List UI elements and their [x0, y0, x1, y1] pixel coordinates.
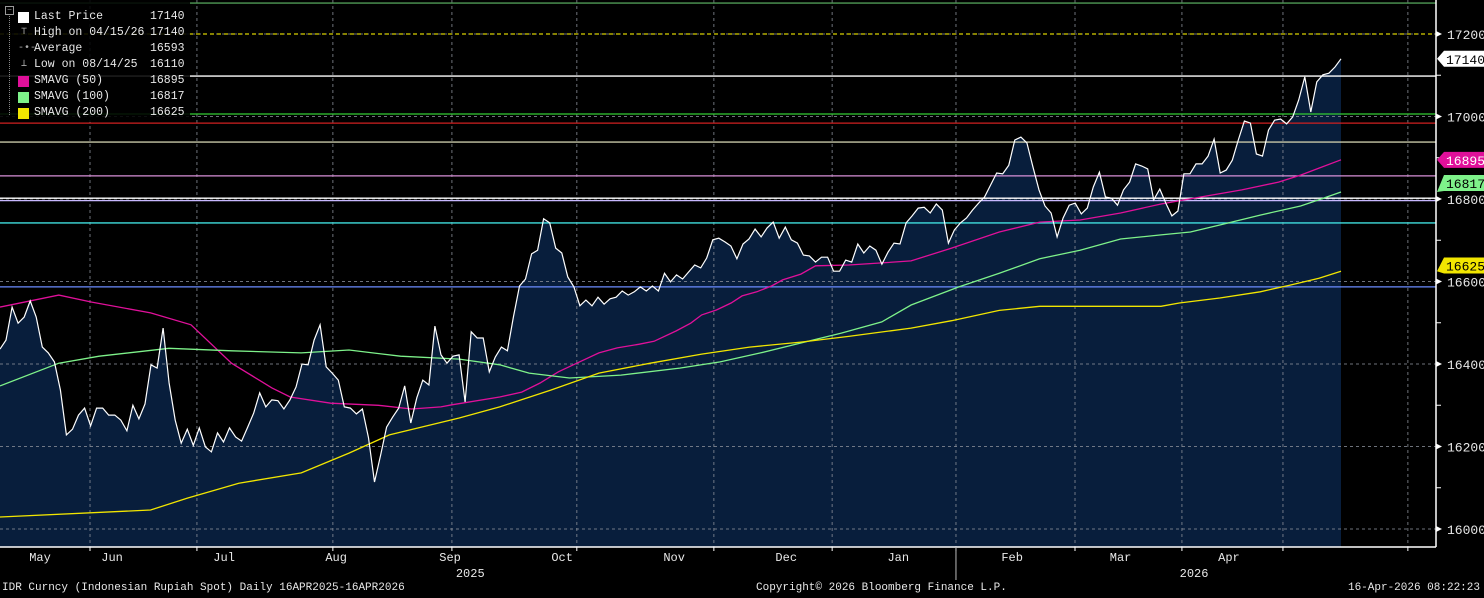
- legend-label: SMAVG (50): [34, 74, 104, 87]
- x-month-label: Aug: [325, 551, 347, 565]
- axis-value-tag-label: 16625: [1446, 260, 1484, 275]
- legend-item-smavg-100[interactable]: SMAVG (100) 16817: [0, 89, 190, 105]
- last-price-line: [0, 58, 1342, 483]
- x-month-label: Jan: [887, 551, 909, 565]
- legend-item-smavg-50[interactable]: SMAVG (50) 16895: [0, 73, 190, 89]
- collapse-icon[interactable]: −: [5, 6, 14, 15]
- x-month-label: Jul: [213, 551, 235, 565]
- y-tick-mark: [1436, 443, 1442, 450]
- legend-item-smavg-200[interactable]: SMAVG (200) 16625: [0, 105, 190, 121]
- average-marker-icon: -•-: [18, 43, 37, 54]
- y-tick-label: 16800: [1447, 193, 1484, 208]
- price-area-fill: [0, 58, 1341, 548]
- y-tick-label: 16600: [1447, 276, 1484, 291]
- legend-value: 16593: [150, 42, 185, 55]
- axis-value-tag: [1437, 257, 1484, 274]
- legend-label: High on 04/15/26: [34, 26, 145, 39]
- y-tick-mark: [1436, 31, 1442, 37]
- y-tick-label: 16200: [1447, 441, 1484, 456]
- price-line: [0, 58, 1342, 483]
- legend-value: 16110: [150, 58, 185, 71]
- y-tick-label: 17000: [1447, 111, 1484, 126]
- x-month-label: Dec: [775, 551, 797, 565]
- smavg-100-swatch-icon: [18, 92, 29, 103]
- low-marker-icon: ⊥: [20, 59, 28, 70]
- y-tick-mark: [1436, 361, 1442, 367]
- y-tick-mark: [1436, 196, 1442, 202]
- legend-value: 16817: [150, 90, 185, 103]
- axes: 16000 16200 16400 16600 16800 17000 17200 May Ju…: [0, 0, 1484, 581]
- y-tick-label: 17200: [1447, 28, 1484, 43]
- x-month-label: Apr: [1218, 551, 1240, 565]
- high-marker-icon: ⊤: [20, 27, 28, 38]
- legend-label: SMAVG (100): [34, 90, 110, 103]
- y-tick-mark: [1436, 526, 1442, 532]
- y-tick-label: 16000: [1447, 523, 1484, 538]
- x-month-label: Sep: [439, 551, 461, 565]
- legend: − Last Price 17140 ⊤ High on 04/15/26 17…: [0, 0, 190, 122]
- y-tick-mark: [1436, 113, 1442, 120]
- axis-value-tag: [1437, 50, 1484, 67]
- footer-copyright: Copyright© 2026 Bloomberg Finance L.P.: [756, 582, 1007, 594]
- smavg-50-swatch-icon: [18, 76, 29, 87]
- legend-value: 16895: [150, 74, 185, 87]
- legend-value: 17140: [150, 26, 185, 39]
- legend-value: 17140: [150, 10, 185, 23]
- legend-item-low[interactable]: ⊥ Low on 08/14/25 16110: [0, 57, 190, 73]
- y-tick-mark: [1436, 278, 1442, 285]
- x-month-label: Jun: [101, 551, 123, 565]
- legend-label: Average: [34, 42, 83, 55]
- footer-security-description: IDR Curncy (Indonesian Rupiah Spot) Dail…: [2, 582, 405, 594]
- legend-label: SMAVG (200): [34, 106, 110, 119]
- axis-value-tag-label: 16895: [1446, 154, 1484, 169]
- x-month-label: Oct: [551, 551, 573, 565]
- moving-averages: [0, 159, 1342, 518]
- price-area: [0, 58, 1341, 548]
- x-month-label: Nov: [663, 551, 685, 565]
- legend-item-last-price[interactable]: Last Price 17140: [0, 9, 190, 25]
- footer-timestamp: 16-Apr-2026 08:22:23: [1347, 582, 1480, 594]
- sma-line-50: [0, 159, 1342, 410]
- legend-item-average[interactable]: -•- Average 16593: [0, 41, 190, 57]
- sma-line-200: [0, 270, 1342, 518]
- axis-value-tag: [1437, 151, 1484, 168]
- axis-value-tag-label: 16817: [1446, 177, 1484, 192]
- axis-value-tag: [1437, 175, 1484, 192]
- legend-label: Low on 08/14/25: [34, 58, 138, 71]
- x-month-label: Feb: [1001, 551, 1023, 565]
- legend-label: Last Price: [34, 10, 104, 23]
- x-month-label: Mar: [1110, 551, 1132, 565]
- axis-value-tag-label: 17140: [1446, 53, 1484, 68]
- gridlines: [0, 0, 1436, 547]
- y-tick-label: 16400: [1447, 358, 1484, 373]
- x-month-label: May: [29, 551, 51, 565]
- last-price-swatch-icon: [18, 12, 29, 23]
- sma-line-100: [0, 191, 1342, 387]
- legend-tree-line: [9, 10, 11, 115]
- smavg-200-swatch-icon: [18, 108, 29, 119]
- x-year-label: 2026: [1180, 567, 1209, 581]
- legend-item-high[interactable]: ⊤ High on 04/15/26 17140: [0, 25, 190, 41]
- legend-value: 16625: [150, 106, 185, 119]
- x-year-label: 2025: [456, 567, 485, 581]
